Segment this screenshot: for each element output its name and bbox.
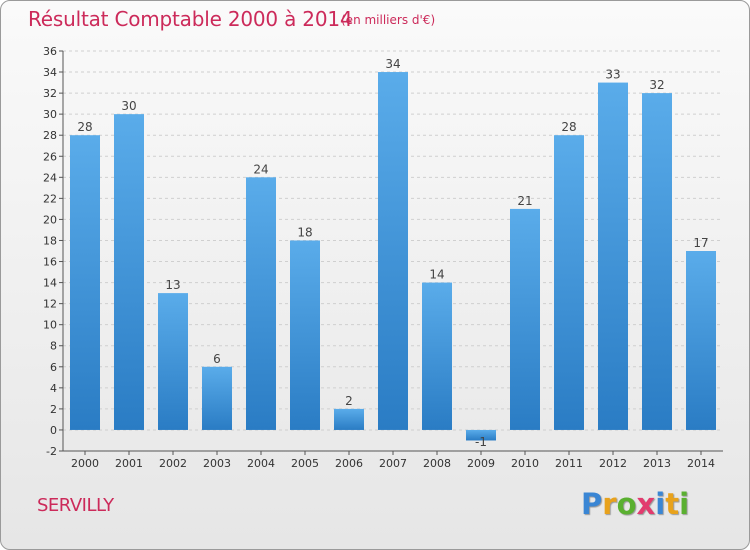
bar-2010 <box>510 208 540 430</box>
y-tick-label: 10 <box>43 319 57 332</box>
data-label: 32 <box>649 78 664 92</box>
y-tick-label: -2 <box>46 445 57 458</box>
x-tick-label: 2007 <box>379 457 407 470</box>
bar-2014 <box>686 251 716 430</box>
y-tick-label: 4 <box>50 382 57 395</box>
data-label: 34 <box>385 57 400 71</box>
x-tick-label: 2005 <box>291 457 319 470</box>
x-tick-label: 2001 <box>115 457 143 470</box>
logo-letter: P <box>581 487 603 521</box>
x-tick-label: 2000 <box>71 457 99 470</box>
bar-2012 <box>598 82 628 430</box>
x-tick-label: 2008 <box>423 457 451 470</box>
data-label: 2 <box>345 394 353 408</box>
logo-letter: i <box>655 487 666 521</box>
x-tick-label: 2010 <box>511 457 539 470</box>
logo-letter: t <box>665 487 680 521</box>
chart-subtitle: (en milliers d'€) <box>341 13 436 27</box>
y-tick-label: 22 <box>43 192 57 205</box>
data-label: 21 <box>517 194 532 208</box>
bar-2003 <box>202 366 232 430</box>
y-tick-label: 18 <box>43 234 57 247</box>
x-tick-label: 2012 <box>599 457 627 470</box>
logo-letter: o <box>616 487 637 521</box>
place-name: SERVILLY <box>37 495 114 516</box>
bar-2009 <box>466 429 496 441</box>
bar-2000 <box>70 135 100 430</box>
bar-2002 <box>158 293 188 430</box>
y-tick-label: 12 <box>43 298 57 311</box>
bar-2007 <box>378 72 408 430</box>
data-label: 14 <box>429 268 444 282</box>
data-label: 33 <box>605 68 620 82</box>
y-tick-label: 2 <box>50 403 57 416</box>
x-tick-label: 2006 <box>335 457 363 470</box>
bar-2005 <box>290 240 320 430</box>
data-label: 28 <box>77 120 92 134</box>
y-tick-label: 16 <box>43 256 57 269</box>
data-label: 13 <box>165 278 180 292</box>
y-tick-label: 30 <box>43 108 57 121</box>
x-tick-label: 2004 <box>247 457 275 470</box>
proxiti-logo: Proxiti <box>581 487 689 523</box>
y-tick-label: 34 <box>43 66 57 79</box>
y-tick-label: 20 <box>43 213 57 226</box>
logo-letter: i <box>679 487 690 521</box>
y-tick-label: 26 <box>43 150 57 163</box>
data-label: -1 <box>475 435 487 449</box>
x-tick-label: 2011 <box>555 457 583 470</box>
data-label: 17 <box>693 236 708 250</box>
y-tick-label: 24 <box>43 171 57 184</box>
bar-2011 <box>554 135 584 430</box>
y-tick-label: 0 <box>50 424 57 437</box>
data-label: 28 <box>561 120 576 134</box>
bar-2001 <box>114 114 144 430</box>
bar-2008 <box>422 282 452 430</box>
x-tick-label: 2002 <box>159 457 187 470</box>
y-tick-label: 8 <box>50 340 57 353</box>
x-tick-label: 2003 <box>203 457 231 470</box>
data-label: 18 <box>297 225 312 239</box>
y-tick-label: 6 <box>50 361 57 374</box>
x-tick-label: 2009 <box>467 457 495 470</box>
bar-2006 <box>334 408 364 430</box>
logo-letter: r <box>602 487 617 521</box>
bar-2013 <box>642 93 672 430</box>
chart-title: Résultat Comptable 2000 à 2014 <box>28 7 353 31</box>
x-tick-label: 2013 <box>643 457 671 470</box>
data-label: 30 <box>121 99 136 113</box>
data-label: 6 <box>213 352 221 366</box>
y-tick-label: 32 <box>43 87 57 100</box>
y-tick-label: 14 <box>43 277 57 290</box>
bar-2004 <box>246 177 276 430</box>
y-tick-label: 28 <box>43 129 57 142</box>
y-tick-label: 36 <box>43 45 57 58</box>
data-label: 24 <box>253 162 268 176</box>
x-tick-label: 2014 <box>687 457 715 470</box>
logo-letter: x <box>636 487 656 521</box>
